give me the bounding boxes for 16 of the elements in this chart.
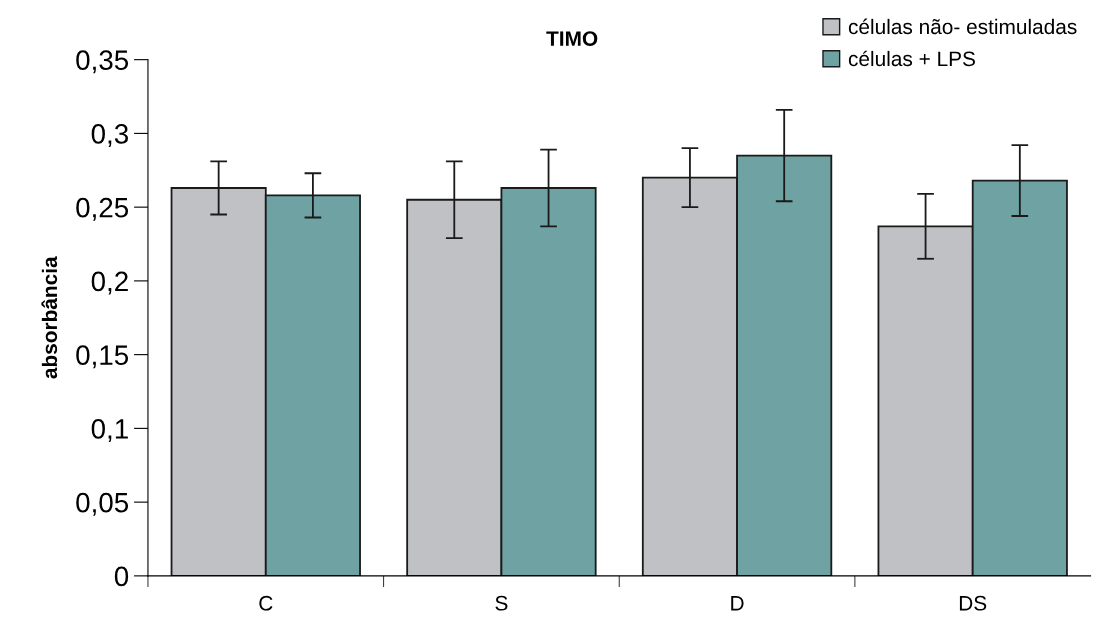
legend-label: células não- estimuladas	[848, 18, 1077, 35]
chart-title: TIMO	[546, 31, 598, 46]
y-tick-label: 0	[114, 566, 129, 587]
y-tick-label: 0,2	[91, 271, 128, 295]
x-tick-label: D	[731, 596, 744, 611]
y-tick-label: 0,1	[91, 419, 128, 443]
legend-label: células + LPS	[848, 50, 975, 67]
y-tick-label: 0,25	[76, 197, 129, 221]
x-tick-label: DS	[959, 595, 987, 611]
y-tick-label: 0,35	[76, 50, 129, 74]
y-tick-label: 0,15	[76, 345, 129, 369]
y-axis-title: absorbância	[41, 256, 58, 379]
x-tick-label: C	[259, 595, 273, 611]
y-tick-label: 0,05	[76, 492, 129, 516]
x-tick-label: S	[495, 595, 508, 611]
y-tick-label: 0,3	[91, 124, 128, 148]
